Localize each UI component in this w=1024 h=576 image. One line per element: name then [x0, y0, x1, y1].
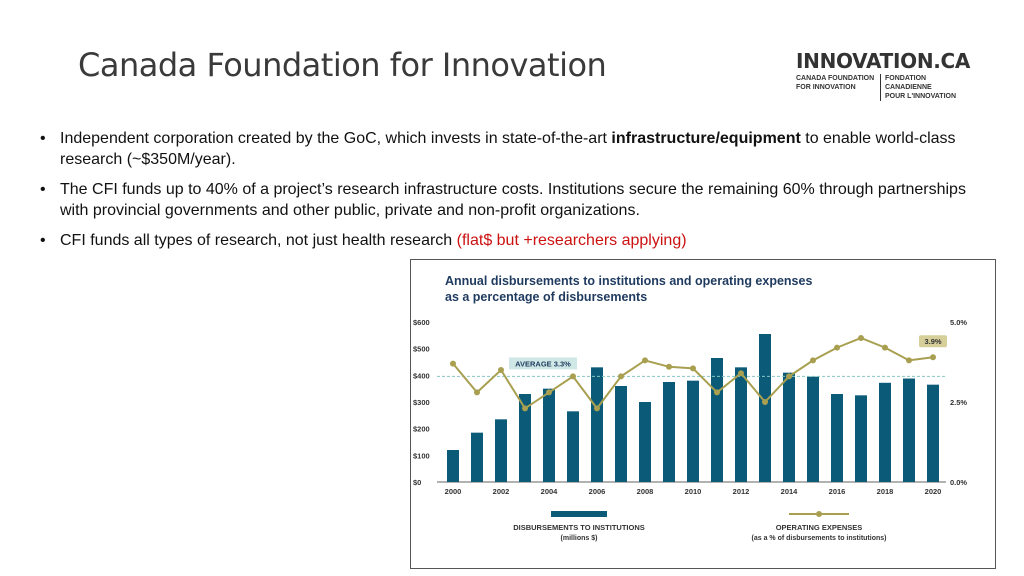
- disbursement-bar: [927, 384, 939, 482]
- operating-expense-point: [834, 344, 840, 351]
- x-axis-tick: 2010: [685, 487, 702, 496]
- logo-english: CANADA FOUNDATION FOR INNOVATION: [796, 74, 880, 101]
- bullet-item: CFI funds all types of research, not jus…: [40, 230, 980, 251]
- x-axis-tick: 2006: [589, 487, 606, 496]
- bullet-text: The CFI funds up to 40% of a project’s r…: [60, 181, 966, 219]
- operating-expense-point: [570, 373, 576, 380]
- logo-fr-line1: FONDATION CANADIENNE: [885, 75, 932, 91]
- left-axis-tick: $100: [413, 451, 430, 460]
- legend-bar-swatch: [551, 511, 607, 517]
- x-axis-tick: 2014: [781, 487, 799, 496]
- x-axis-tick: 2016: [829, 487, 846, 496]
- operating-expense-point: [882, 344, 888, 351]
- operating-expense-point: [618, 373, 624, 380]
- bullet-text: Independent corporation created by the G…: [60, 130, 612, 147]
- disbursement-bar: [687, 380, 699, 482]
- disbursement-bar: [831, 394, 843, 482]
- x-axis-tick: 2008: [637, 487, 654, 496]
- x-axis-tick: 2020: [925, 487, 942, 496]
- disbursement-bar: [447, 450, 459, 482]
- disbursement-bar: [519, 394, 531, 482]
- bullet-item: Independent corporation created by the G…: [40, 128, 980, 170]
- logo-subtitles: CANADA FOUNDATION FOR INNOVATION FONDATI…: [796, 74, 982, 101]
- operating-expense-point: [858, 335, 864, 341]
- operating-expense-point: [522, 405, 528, 412]
- operating-expense-point: [906, 357, 912, 364]
- right-axis-tick: 2.5%: [950, 398, 967, 407]
- bullet-list: Independent corporation created by the G…: [40, 128, 980, 260]
- slide-title: Canada Foundation for Innovation: [78, 46, 607, 84]
- bullet-bold: equipment: [719, 130, 801, 147]
- disbursement-bar: [615, 386, 627, 482]
- logo-name: INNOVATION.CA: [796, 49, 971, 73]
- chart-title-line2: as a percentage of disbursements: [445, 290, 647, 304]
- x-axis-tick: 2012: [733, 487, 750, 496]
- disbursement-bar: [471, 432, 483, 482]
- disbursement-bar: [639, 402, 651, 482]
- right-axis-tick: 5.0%: [950, 318, 967, 327]
- operating-expense-point: [714, 389, 720, 396]
- left-axis-tick: $200: [413, 425, 430, 434]
- logo-french: FONDATION CANADIENNE POUR L'INNOVATION: [880, 74, 969, 101]
- x-axis-tick: 2002: [493, 487, 510, 496]
- operating-expense-point: [690, 365, 696, 372]
- legend-line-label: OPERATING EXPENSES: [776, 523, 863, 532]
- disbursement-bar: [495, 419, 507, 482]
- operating-expense-point: [738, 370, 744, 377]
- bullet-bold: /: [715, 130, 720, 147]
- average-label: AVERAGE 3.3%: [515, 359, 571, 368]
- x-axis-tick: 2018: [877, 487, 894, 496]
- bullet-text: to enable world-class research (~$350M/y…: [60, 130, 956, 168]
- operating-expense-point: [546, 389, 552, 396]
- bullet-text: CFI funds all types of research, not jus…: [60, 232, 457, 249]
- disbursement-bar: [807, 376, 819, 482]
- left-axis-tick: $400: [413, 371, 430, 380]
- operating-expense-point: [642, 357, 648, 364]
- legend-line-marker: [816, 511, 822, 517]
- operating-expense-point: [594, 405, 600, 412]
- x-axis-tick: 2004: [541, 487, 559, 496]
- disbursement-bar: [543, 388, 555, 482]
- last-value-box: [919, 335, 947, 348]
- chart-title-line1: Annual disbursements to institutions and…: [445, 274, 812, 288]
- bullet-bold: infrastructure: [611, 130, 716, 147]
- average-label-box: [509, 357, 577, 370]
- disbursement-bar: [567, 411, 579, 482]
- last-value-label: 3.9%: [924, 337, 941, 346]
- left-axis-tick: $0: [413, 478, 421, 487]
- disbursement-bar: [783, 372, 795, 482]
- disbursement-bar: [663, 382, 675, 482]
- logo-fr-line2: POUR L'INNOVATION: [885, 93, 957, 100]
- disbursement-bar: [903, 378, 915, 482]
- legend-bar-unit: (millions $): [561, 535, 598, 542]
- right-axis-tick: 0.0%: [950, 478, 967, 487]
- x-axis-tick: 2000: [445, 487, 462, 496]
- disbursement-bar: [591, 367, 603, 482]
- legend-line-unit: (as a % of disbursements to institutions…: [752, 535, 887, 542]
- bullet-item: The CFI funds up to 40% of a project’s r…: [40, 179, 980, 221]
- left-axis-tick: $500: [413, 345, 430, 354]
- left-axis-tick: $300: [413, 398, 430, 407]
- disbursement-bar: [855, 395, 867, 482]
- disbursement-bar: [735, 367, 747, 482]
- legend-bar-label: DISBURSEMENTS TO INSTITUTIONS: [513, 523, 645, 532]
- logo-en-line2: FOR INNOVATION: [796, 84, 856, 91]
- left-axis-tick: $600: [413, 318, 430, 327]
- operating-expense-point: [762, 399, 768, 405]
- logo-en-line1: CANADA FOUNDATION: [796, 75, 875, 82]
- disbursement-bar: [759, 334, 771, 482]
- operating-expense-point: [930, 354, 936, 361]
- operating-expense-point: [810, 357, 816, 364]
- innovation-logo: INNOVATION.CA CANADA FOUNDATION FOR INNO…: [796, 49, 982, 101]
- bullet-note: (flat$ but +researchers applying): [456, 232, 687, 249]
- chart-container: Annual disbursements to institutions and…: [410, 259, 996, 569]
- operating-expense-point: [666, 363, 672, 370]
- operating-expense-point: [474, 389, 480, 396]
- disbursement-bar: [879, 382, 891, 482]
- operating-expense-point: [450, 360, 456, 367]
- disbursement-chart: Annual disbursements to institutions and…: [413, 274, 967, 542]
- operating-expense-point: [498, 367, 504, 373]
- operating-expense-point: [786, 373, 792, 380]
